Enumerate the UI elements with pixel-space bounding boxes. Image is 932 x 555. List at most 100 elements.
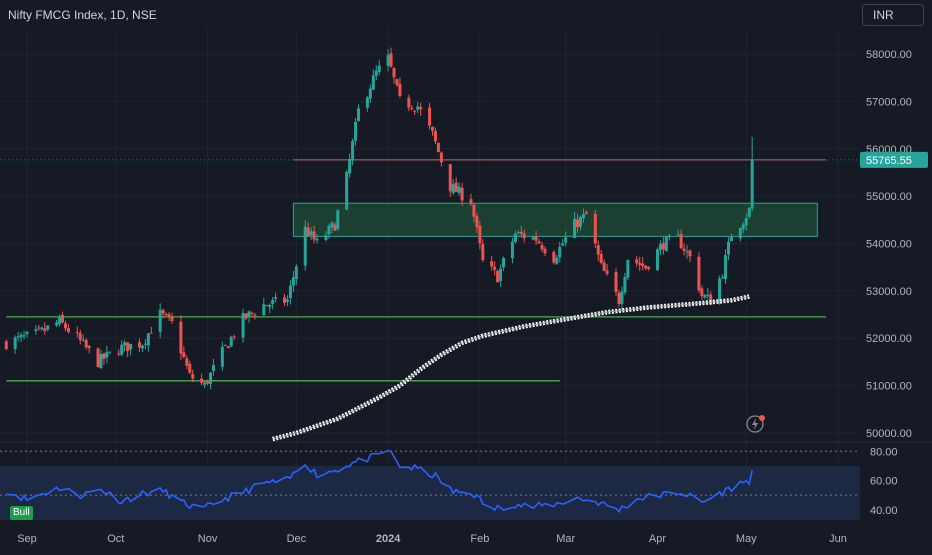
candle-body (685, 251, 689, 253)
candle-body (117, 353, 121, 355)
time-tick-label: Mar (556, 533, 575, 545)
alert-icon[interactable] (746, 415, 765, 433)
candle-body (55, 322, 59, 326)
candle-body (617, 292, 621, 305)
candle-body (706, 294, 710, 296)
candle-body (638, 262, 642, 265)
candle-body (700, 288, 704, 297)
price-tick-label: 52000.00 (866, 333, 912, 345)
candle-body (209, 372, 213, 384)
candle-body (4, 341, 8, 350)
candle-body (709, 294, 713, 305)
candle-body (661, 242, 665, 250)
candle-body (747, 208, 751, 217)
candle-body (16, 336, 20, 338)
moving-average-core (272, 296, 750, 440)
candle-body (493, 266, 497, 270)
rsi-tick-label: 40.00 (870, 505, 898, 517)
candle-body (188, 363, 192, 373)
candle-body (679, 234, 683, 249)
candle-body (368, 88, 372, 99)
candle-body (496, 270, 500, 283)
candle-body (182, 352, 186, 358)
candle-body (66, 328, 70, 332)
candle-body (439, 152, 443, 163)
candle-body (682, 248, 686, 251)
candle-body (179, 321, 183, 354)
candle-body (543, 248, 547, 254)
candle-body (478, 225, 482, 244)
candle-body (436, 142, 440, 152)
candle-body (120, 344, 124, 355)
candle-body (416, 106, 420, 110)
price-tick-label: 53000.00 (866, 286, 912, 298)
time-tick-label: Sep (17, 533, 37, 545)
candle-body (96, 348, 100, 368)
candle-body (40, 327, 44, 330)
candle-body (428, 107, 432, 126)
candle-body (729, 236, 733, 242)
candle-body (241, 313, 245, 338)
candle-body (469, 199, 473, 204)
candle-body (87, 345, 91, 349)
time-tick-label: May (736, 533, 757, 545)
candle-body (75, 332, 79, 334)
candle-body (460, 187, 464, 201)
candle-body (472, 204, 476, 217)
candle-body (58, 316, 62, 325)
candle-body (490, 261, 494, 267)
candle-body (336, 210, 340, 230)
candle-body (46, 325, 50, 330)
currency-button[interactable]: INR (862, 4, 924, 26)
time-tick-label: Jun (829, 533, 847, 545)
candle-body (105, 351, 109, 358)
candle-body (140, 345, 144, 349)
candle-body (191, 373, 195, 379)
candle-body (741, 224, 745, 230)
price-tick-label: 54000.00 (866, 238, 912, 250)
demand-zone (292, 202, 818, 237)
candle-body (330, 223, 334, 228)
candle-body (641, 263, 645, 267)
candle-body (510, 241, 514, 259)
candle-body (457, 186, 461, 194)
candle-body (324, 235, 328, 241)
candle-body (247, 311, 251, 317)
candle-body (170, 317, 174, 322)
candle-body (392, 67, 396, 78)
candle-body (721, 277, 725, 279)
candle-body (676, 234, 680, 236)
candle-body (451, 184, 455, 193)
candle-body (306, 227, 310, 237)
candle-body (499, 268, 503, 282)
candle-body (534, 236, 538, 241)
candle-body (596, 245, 600, 255)
candle-body (599, 253, 603, 263)
candle-body (223, 344, 227, 346)
candle-body (413, 110, 417, 112)
candle-body (647, 267, 651, 270)
candle-body (620, 291, 624, 304)
candle-body (25, 331, 29, 335)
candle-body (581, 214, 585, 219)
candle-body (19, 334, 23, 338)
rsi-tick-label: 60.00 (870, 476, 898, 488)
last-price-badge (860, 151, 928, 168)
candle-body (718, 278, 722, 304)
candle-body (448, 164, 452, 192)
candle-body (274, 296, 278, 299)
candle-body (37, 327, 41, 329)
candle-body (635, 259, 639, 264)
candle-body (211, 364, 215, 371)
candle-body (123, 342, 127, 346)
candle-body (552, 251, 556, 263)
candle-body (351, 140, 355, 161)
candle-body (333, 224, 337, 231)
candle-body (291, 277, 295, 286)
time-tick-label: Dec (287, 533, 307, 545)
candle-body (285, 299, 289, 302)
candle-body (137, 342, 141, 348)
candle-body (43, 328, 47, 331)
